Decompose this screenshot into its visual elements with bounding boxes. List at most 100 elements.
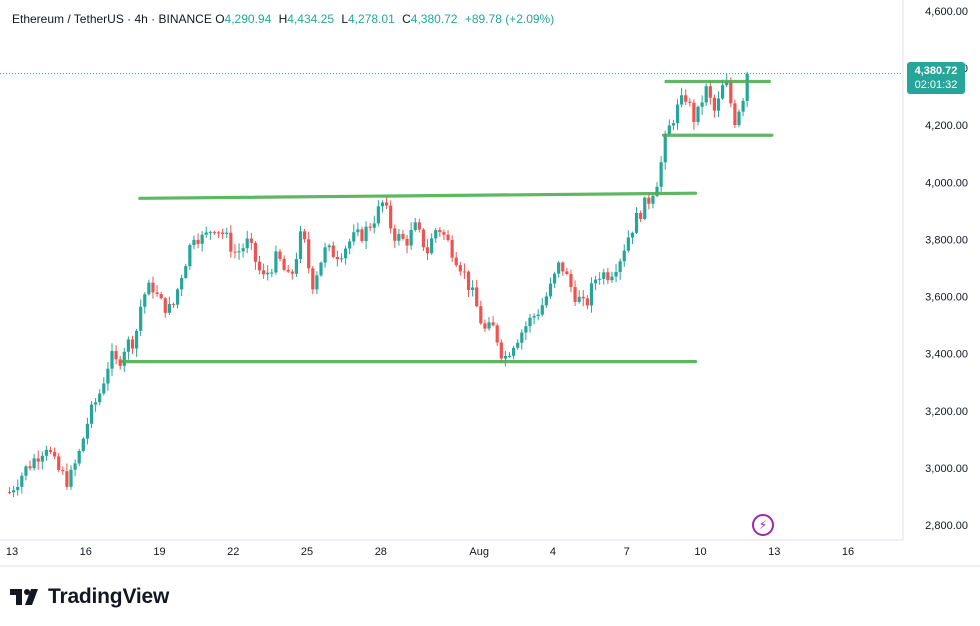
candle-body (360, 229, 364, 241)
candle-body (53, 451, 57, 457)
open-value: 4,290.94 (224, 12, 272, 26)
candle-body (647, 197, 651, 204)
high-label: H (278, 12, 288, 26)
candle-body (212, 232, 217, 234)
candle-body (384, 202, 389, 206)
candle-body (532, 316, 536, 318)
candle-body (721, 85, 725, 99)
candle-body (294, 259, 299, 274)
candle-body (180, 277, 184, 290)
time-tick-label: 13 (768, 546, 780, 558)
candle-body (729, 81, 733, 104)
candle-body (7, 492, 12, 494)
candle-body (454, 257, 458, 266)
candle-body (335, 256, 339, 260)
candle-body (16, 486, 20, 491)
candle-body (589, 283, 594, 306)
candle-body (331, 245, 335, 257)
level-line[interactable] (138, 191, 698, 200)
candle-body (639, 212, 643, 219)
candle-body (200, 234, 204, 244)
candle-body (229, 232, 233, 252)
candle-body (339, 258, 344, 260)
candle-body (298, 231, 303, 260)
candle-body (221, 232, 225, 234)
candle-body (598, 278, 602, 280)
candle-body (475, 287, 479, 307)
candle-body (507, 355, 512, 357)
candle-body (106, 368, 110, 384)
candle-body (458, 265, 462, 272)
candle-body (307, 239, 311, 269)
change-value: +89.78 (+2.09%) (464, 12, 555, 26)
time-tick-label: 22 (227, 546, 239, 558)
time-tick-label: 19 (153, 546, 165, 558)
candle-body (134, 330, 139, 349)
candle-body (634, 212, 639, 233)
candle-body (430, 238, 434, 254)
candle-body (450, 239, 454, 258)
candle-body (655, 186, 659, 196)
candle-body (745, 73, 749, 101)
candle-body (495, 325, 499, 343)
candle-body (708, 86, 712, 98)
candle-body (57, 456, 61, 471)
price-axis[interactable]: 2,800.00 3,000.00 3,200.00 3,400.00 3,600.00… (925, 6, 968, 532)
candle-body (499, 342, 503, 359)
time-tick-label: 28 (375, 546, 387, 558)
candle-body (659, 162, 663, 187)
candle-body (274, 251, 278, 273)
levels-layer (121, 79, 774, 364)
candle-body (462, 271, 467, 273)
candle-body (167, 303, 171, 313)
candle-body (126, 339, 130, 352)
time-tick-label: 13 (6, 546, 18, 558)
candle-body (245, 238, 249, 249)
brand-logo[interactable]: TradingView (10, 584, 169, 610)
time-tick-label: 16 (80, 546, 92, 558)
candle-body (536, 314, 540, 317)
current-price-badge: 4,380.72 02:01:32 (907, 62, 965, 94)
brand-name: TradingView (48, 585, 170, 608)
candle-body (630, 232, 635, 238)
candle-body (516, 342, 520, 348)
candle-body (425, 247, 430, 254)
candle-body (118, 359, 122, 366)
candle-body (110, 351, 114, 369)
candle-body (315, 275, 319, 290)
candle-body (208, 232, 212, 234)
candle-body (253, 242, 258, 262)
candle-body (81, 438, 85, 451)
candle-body (233, 251, 237, 253)
candle-body (257, 261, 262, 271)
candle-body (343, 248, 348, 259)
tradingview-logo-icon (10, 589, 38, 605)
candle-body (188, 245, 192, 267)
candle-body (249, 238, 253, 243)
candle-body (175, 289, 180, 305)
candle-body (278, 251, 282, 259)
candle-body (585, 298, 589, 306)
candle-body (409, 229, 413, 246)
candle-body (28, 466, 32, 469)
time-axis[interactable]: 13 16 19 22 25 28 Aug 4 7 10 13 16 (6, 546, 854, 558)
candle-body (98, 393, 102, 403)
candle-body (69, 469, 73, 487)
candle-body (602, 272, 606, 279)
price-tick-label: 3,600.00 (925, 292, 968, 304)
candle-body (380, 202, 385, 207)
candle-body (413, 222, 417, 230)
close-value: 4,380.72 (410, 12, 458, 26)
candle-body (544, 296, 548, 306)
candle-body (671, 123, 676, 126)
candle-body (204, 232, 208, 235)
symbol-name: Ethereum / TetherUS · 4h · BINANCE (12, 12, 212, 26)
candle-body (319, 262, 323, 276)
candle-body (593, 279, 598, 284)
candle-body (557, 262, 561, 274)
candle-body (24, 466, 28, 476)
candle-body (65, 471, 69, 487)
symbol-legend[interactable]: Ethereum / TetherUS · 4h · BINANCE O4,29… (12, 12, 558, 26)
lightning-icon[interactable]: ⚡ (752, 514, 774, 536)
